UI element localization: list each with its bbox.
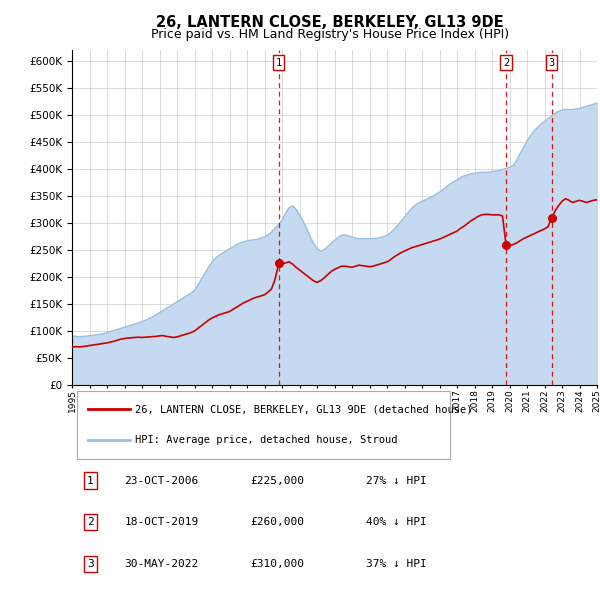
- Text: £310,000: £310,000: [251, 559, 305, 569]
- Text: £260,000: £260,000: [251, 517, 305, 527]
- Text: 2: 2: [503, 58, 509, 68]
- Text: HPI: Average price, detached house, Stroud: HPI: Average price, detached house, Stro…: [135, 435, 398, 445]
- Text: 18-OCT-2019: 18-OCT-2019: [125, 517, 199, 527]
- Text: 1: 1: [275, 58, 282, 68]
- Text: £225,000: £225,000: [251, 476, 305, 486]
- Text: 1: 1: [87, 476, 94, 486]
- FancyBboxPatch shape: [77, 391, 450, 458]
- Text: 37% ↓ HPI: 37% ↓ HPI: [366, 559, 427, 569]
- Text: 26, LANTERN CLOSE, BERKELEY, GL13 9DE: 26, LANTERN CLOSE, BERKELEY, GL13 9DE: [156, 15, 504, 30]
- Text: 2: 2: [87, 517, 94, 527]
- Text: 30-MAY-2022: 30-MAY-2022: [125, 559, 199, 569]
- Text: 3: 3: [87, 559, 94, 569]
- Text: 3: 3: [548, 58, 555, 68]
- Text: 40% ↓ HPI: 40% ↓ HPI: [366, 517, 427, 527]
- Text: 27% ↓ HPI: 27% ↓ HPI: [366, 476, 427, 486]
- Text: Price paid vs. HM Land Registry's House Price Index (HPI): Price paid vs. HM Land Registry's House …: [151, 28, 509, 41]
- Text: 26, LANTERN CLOSE, BERKELEY, GL13 9DE (detached house): 26, LANTERN CLOSE, BERKELEY, GL13 9DE (d…: [135, 404, 473, 414]
- Text: 23-OCT-2006: 23-OCT-2006: [125, 476, 199, 486]
